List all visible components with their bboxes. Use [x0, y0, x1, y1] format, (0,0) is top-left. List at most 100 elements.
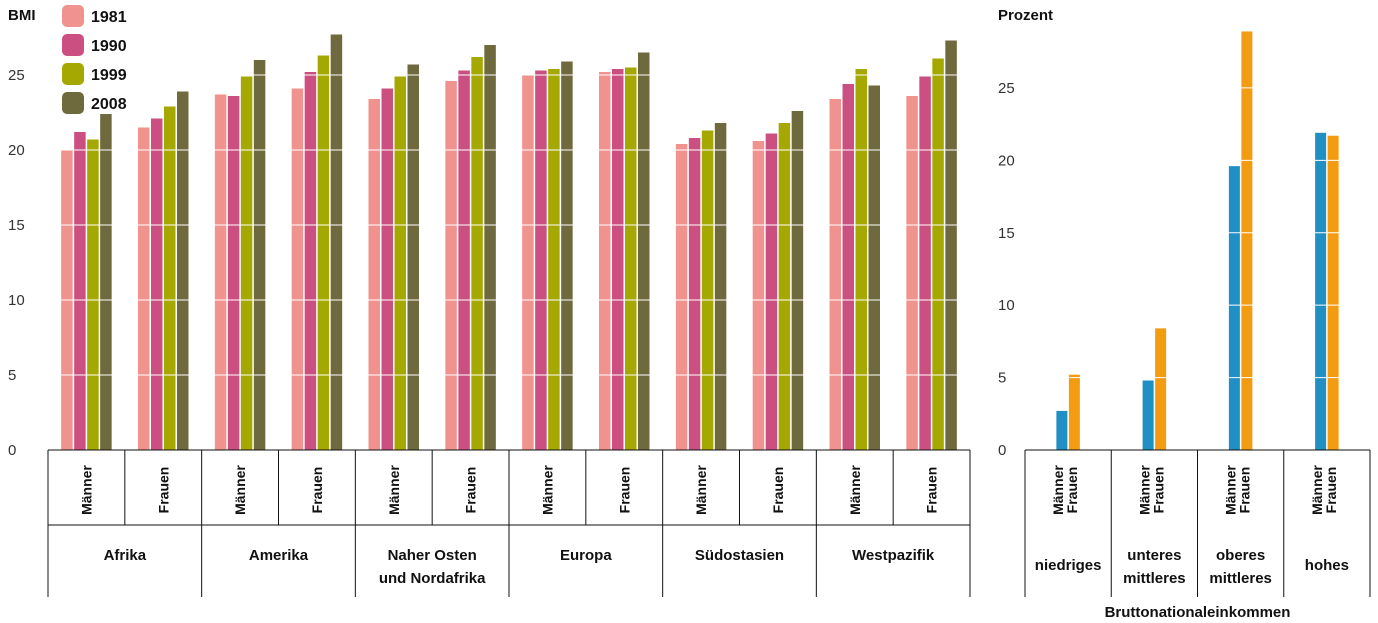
y-axis-label: BMI — [8, 7, 36, 24]
bar-1999-9 — [778, 123, 791, 450]
bar-1990-8 — [688, 138, 701, 450]
group2-label-1-0: unteres — [1127, 547, 1181, 564]
bar-1981-4 — [368, 99, 380, 450]
legend-swatch-1990 — [62, 34, 84, 56]
bar-1981-7 — [599, 72, 611, 450]
sex-label-0: Männer — [78, 465, 94, 515]
bar-1981-6 — [522, 75, 534, 450]
group2-label-3-0: hohes — [1305, 557, 1349, 574]
y2-axis-label: Prozent — [998, 7, 1053, 24]
bar-1999-8 — [701, 130, 714, 450]
bar-2008-1 — [177, 91, 189, 450]
sex2-label-3-0: Männer — [1309, 465, 1325, 515]
bar-1981-10 — [829, 99, 841, 450]
bar-2008-9 — [791, 111, 804, 450]
bar-1999-10 — [855, 69, 867, 450]
bar-1981-2 — [214, 94, 227, 450]
y2-tick-label-25: 25 — [998, 80, 1015, 97]
bar2-Männer-3 — [1315, 132, 1327, 451]
bar-1981-11 — [906, 96, 918, 450]
bar-1990-4 — [381, 88, 393, 450]
bar-1999-6 — [548, 69, 560, 450]
bar-1999-2 — [240, 76, 253, 450]
group-label-2-1: und Nordafrika — [379, 570, 486, 587]
bar-2008-6 — [561, 61, 573, 450]
bar-2008-2 — [253, 60, 266, 450]
sex-label-9: Frauen — [770, 467, 786, 514]
sex-label-11: Frauen — [924, 467, 940, 514]
y2-tick-label-10: 10 — [998, 297, 1015, 314]
bar-2008-5 — [484, 45, 496, 450]
sex-label-6: Männer — [539, 465, 555, 515]
group-label-1-0: Amerika — [249, 547, 309, 564]
bar-1981-3 — [291, 88, 304, 450]
sex2-label-0-0: Männer — [1050, 465, 1066, 515]
bar2-Frauen-0 — [1068, 374, 1080, 450]
bar-2008-10 — [868, 85, 880, 450]
group-label-0-0: Afrika — [104, 547, 147, 564]
bar-1990-11 — [919, 76, 931, 450]
group2-label-1-1: mittleres — [1123, 570, 1186, 587]
bar-2008-7 — [638, 52, 650, 450]
bar-2008-4 — [407, 64, 419, 450]
bar-1999-11 — [932, 58, 944, 450]
bar-2008-0 — [100, 114, 112, 450]
legend-label-1999: 1999 — [91, 67, 127, 84]
sex-label-1: Frauen — [155, 467, 171, 514]
sex-label-8: Männer — [693, 465, 709, 515]
bar-1981-9 — [752, 141, 765, 450]
sex2-label-1-0: Männer — [1136, 465, 1152, 515]
bar-1999-4 — [394, 76, 406, 450]
sex-label-2: Männer — [232, 465, 248, 515]
bar-1990-6 — [535, 70, 547, 450]
legend-swatch-1999 — [62, 63, 84, 85]
bar-1981-1 — [138, 127, 150, 450]
y-tick-label-15: 15 — [8, 217, 25, 234]
bar-1990-2 — [227, 96, 240, 450]
group2-label-2-1: mittleres — [1209, 570, 1272, 587]
bar-1990-5 — [458, 70, 470, 450]
y-tick-label-0: 0 — [8, 442, 16, 459]
bmi-chart: 0 5 10 15 20 25 BMI Männer Frauen Männer Frauen Män… — [8, 5, 971, 597]
sex-label-4: Männer — [386, 465, 402, 515]
bar-2008-3 — [330, 34, 343, 450]
group-label-3-0: Europa — [560, 547, 612, 564]
bar-1981-8 — [675, 144, 688, 450]
y2-tick-label-5: 5 — [998, 370, 1006, 387]
obesity-chart: 0510152025ProzentMännerFrauenniedrigesMä… — [998, 7, 1371, 621]
sex2-label-1-1: Frauen — [1150, 467, 1166, 514]
bar2-Männer-0 — [1056, 410, 1068, 450]
sex2-label-2-1: Frauen — [1237, 467, 1253, 514]
sex-label-7: Frauen — [616, 467, 632, 514]
y-tick-label-5: 5 — [8, 367, 16, 384]
plot-area — [48, 30, 970, 450]
legend-label-1981: 1981 — [91, 9, 127, 26]
sex2-label-3-1: Frauen — [1323, 467, 1339, 514]
bar-2008-8 — [714, 123, 727, 450]
bar2-Frauen-2 — [1241, 31, 1253, 451]
y2-tick-label-15: 15 — [998, 225, 1015, 242]
group2-label-2-0: oberes — [1216, 547, 1265, 564]
bar-1981-5 — [445, 81, 457, 450]
bar-1990-0 — [74, 132, 86, 450]
bar-1999-3 — [317, 55, 330, 450]
y2-tick-label-0: 0 — [998, 442, 1006, 459]
y-tick-label-20: 20 — [8, 142, 25, 159]
sex-label-5: Frauen — [463, 467, 479, 514]
bar2-Männer-2 — [1228, 166, 1240, 450]
group-label-4-0: Südostasien — [695, 547, 784, 564]
bar-1990-9 — [765, 133, 778, 450]
sex-label-3: Frauen — [309, 467, 325, 514]
legend-label-1990: 1990 — [91, 38, 127, 55]
sex-label-10: Männer — [847, 465, 863, 515]
bar-1999-0 — [87, 139, 99, 450]
bar-1990-7 — [612, 69, 624, 450]
legend-swatch-1981 — [62, 5, 84, 27]
y-tick-label-10: 10 — [8, 292, 25, 309]
legend-swatch-2008 — [62, 92, 84, 114]
bar2-Frauen-1 — [1155, 328, 1167, 450]
bar-1999-7 — [625, 67, 637, 450]
bar-1990-10 — [842, 84, 854, 450]
bar-1990-3 — [304, 72, 317, 450]
